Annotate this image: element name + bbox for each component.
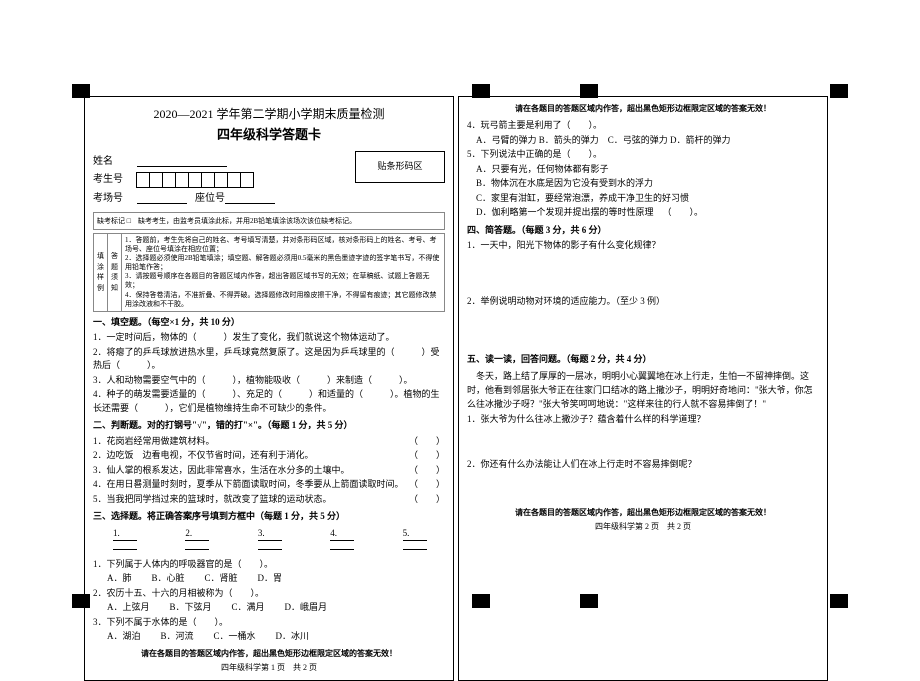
room-field[interactable] bbox=[137, 192, 187, 204]
answer-grid[interactable]: 1. 2. 3. 4. 5. bbox=[113, 527, 445, 555]
q3-1-opts: A．肺B．心脏C．肾脏D．胃 bbox=[107, 572, 445, 586]
q2-5: 5．当我把同学挡过来的篮球时，就改变了篮球的运动状态。（ ） bbox=[93, 493, 445, 507]
page-2: 请在各题目的答题区域内作答，超出黑色矩形边框限定区域的答案无效！ 4．玩弓箭主要… bbox=[458, 96, 828, 681]
room-row: 考场号 座位号 bbox=[93, 191, 355, 206]
q3-3-opts: A．湖泊B．河流C．一桶水D．冰川 bbox=[107, 630, 445, 644]
name-row: 姓名 bbox=[93, 154, 355, 169]
page-1: 2020—2021 学年第二学期小学期末质量检测 四年级科学答题卡 姓名 考生号… bbox=[84, 96, 454, 681]
page-num-2: 四年级科学第 2 页 共 2 页 bbox=[467, 521, 819, 533]
q3-2: 2．农历十五、十六的月相被称为（ ）。 bbox=[93, 587, 445, 601]
sec5-title: 五、读一读，回答问题。（每题 2 分，共 4 分） bbox=[467, 353, 819, 367]
sec3-title: 三、选择题。将正确答案序号填到方框中（每题 1 分，共 5 分） bbox=[93, 510, 445, 524]
q1-4: 4．种子的萌发需要适量的（ ）、充足的（ ）和适量的（ ）。植物的生长还需要（ … bbox=[93, 388, 445, 415]
card-title: 四年级科学答题卡 bbox=[93, 125, 445, 145]
examno-row: 考生号 bbox=[93, 172, 355, 188]
crop-mark bbox=[72, 594, 90, 608]
page-num-1: 四年级科学第 1 页 共 2 页 bbox=[93, 662, 445, 674]
sec4-title: 四、简答题。（每题 3 分，共 6 分） bbox=[467, 224, 819, 238]
examno-boxes[interactable] bbox=[137, 172, 254, 188]
barcode-zone: 贴条形码区 bbox=[355, 151, 445, 183]
name-field[interactable] bbox=[137, 155, 227, 167]
notice-label: 答题须知 bbox=[108, 234, 122, 311]
q3-5a: A．只要有光，任何物体都有影子 bbox=[467, 163, 819, 177]
q4-1-space[interactable] bbox=[467, 254, 819, 294]
crop-mark bbox=[472, 84, 490, 98]
q3-4: 4．玩弓箭主要是利用了（ ）。 bbox=[467, 119, 819, 133]
sec1-title: 一、填空题。（每空×1 分，共 10 分） bbox=[93, 316, 445, 330]
q5-2: 2．你还有什么办法能让人们在冰上行走时不容易摔倒呢？ bbox=[467, 458, 819, 472]
answer-sheet: 2020—2021 学年第二学期小学期末质量检测 四年级科学答题卡 姓名 考生号… bbox=[84, 96, 828, 681]
q3-5d: D．伽利略第一个发现并提出摆的等时性原理（ ）。 bbox=[467, 206, 819, 220]
q1-3: 3．人和动物需要空气中的（ ），植物能吸收（ ）来制造（ ）。 bbox=[93, 374, 445, 388]
absent-mark: 缺考标记 □ 缺考考生，由监考员填涂此标，并用2B铅笔填涂该场次该位缺考标记。 bbox=[93, 212, 445, 231]
header-warn-2: 请在各题目的答题区域内作答，超出黑色矩形边框限定区域的答案无效！ bbox=[467, 103, 819, 115]
q4-2-space[interactable] bbox=[467, 309, 819, 349]
q3-5b: B．物体沉在水底是因为它没有受到水的浮力 bbox=[467, 177, 819, 191]
q3-3: 3．下列不属于水体的是（ ）。 bbox=[93, 616, 445, 630]
q1-1: 1．一定时间后，物体的（ ）发生了变化，我们就说这个物体运动了。 bbox=[93, 331, 445, 345]
notice-box: 填涂样例 答题须知 1．答题前，考生先将自己的姓名、考号填写清楚，并对条形码区域… bbox=[93, 233, 445, 312]
q2-3: 3．仙人掌的根系发达，因此非常喜水，生活在水分多的土壤中。（ ） bbox=[93, 464, 445, 478]
crop-mark bbox=[72, 84, 90, 98]
fill-sample-label: 填涂样例 bbox=[94, 234, 108, 311]
footer-warn-2: 请在各题目的答题区域内作答，超出黑色矩形边框限定区域的答案无效！ bbox=[467, 507, 819, 519]
seat-field[interactable] bbox=[225, 192, 275, 204]
room-label: 考场号 bbox=[93, 191, 137, 206]
q4-2: 2．举例说明动物对环境的适应能力。（至少 3 例） bbox=[467, 295, 819, 309]
exam-title: 2020—2021 学年第二学期小学期末质量检测 bbox=[93, 105, 445, 123]
q3-5: 5．下列说法中正确的是（ ）。 bbox=[467, 148, 819, 162]
q2-4: 4．在用日晷测量时刻时，夏季从下箭面读取时间，冬季要从上箭面读取时间。（ ） bbox=[93, 478, 445, 492]
q5-1: 1．张大爷为什么往冰上撒沙子？蕴含着什么样的科学道理？ bbox=[467, 413, 819, 427]
q5-1-space[interactable] bbox=[467, 427, 819, 457]
examno-label: 考生号 bbox=[93, 172, 137, 187]
notice-text: 1．答题前，考生先将自己的姓名、考号填写清楚，并对条形码区域，核对条形码上的姓名… bbox=[122, 234, 444, 311]
q3-5c: C．家里有泔缸，要经常泡漂，养成干净卫生的好习惯 bbox=[467, 192, 819, 206]
sec2-title: 二、判断题。对的打钢号"√"，错的打"×"。（每题 1 分，共 5 分） bbox=[93, 419, 445, 433]
q5-2-space[interactable] bbox=[467, 473, 819, 503]
crop-mark bbox=[830, 84, 848, 98]
crop-mark bbox=[472, 594, 490, 608]
q1-2: 2．将瘪了的乒乓球放进热水里，乒乓球竟然复原了。这是因为乒乓球里的（ ）受热后（… bbox=[93, 346, 445, 373]
crop-mark bbox=[580, 594, 598, 608]
q3-4-opts: A．弓臂的弹力 B．箭头的弹力 C．弓弦的弹力 D．箭杆的弹力 bbox=[467, 134, 819, 148]
q3-1: 1．下列属于人体内的呼吸器官的是（ ）。 bbox=[93, 558, 445, 572]
name-label: 姓名 bbox=[93, 154, 137, 169]
q4-1: 1．一天中，阳光下物体的影子有什么变化规律？ bbox=[467, 239, 819, 253]
passage: 冬天，路上结了厚厚的一层冰，明明小心翼翼地在冰上行走，生怕一不留神摔倒。这时，他… bbox=[467, 369, 819, 412]
q3-2-opts: A．上弦月B．下弦月C．满月D．峨眉月 bbox=[107, 601, 445, 615]
crop-mark bbox=[580, 84, 598, 98]
seat-label: 座位号 bbox=[195, 191, 225, 206]
q2-1: 1．花岗岩经常用做建筑材料。（ ） bbox=[93, 435, 445, 449]
crop-mark bbox=[830, 594, 848, 608]
q2-2: 2．边吃饭 边看电视，不仅节省时间，还有利于消化。（ ） bbox=[93, 449, 445, 463]
